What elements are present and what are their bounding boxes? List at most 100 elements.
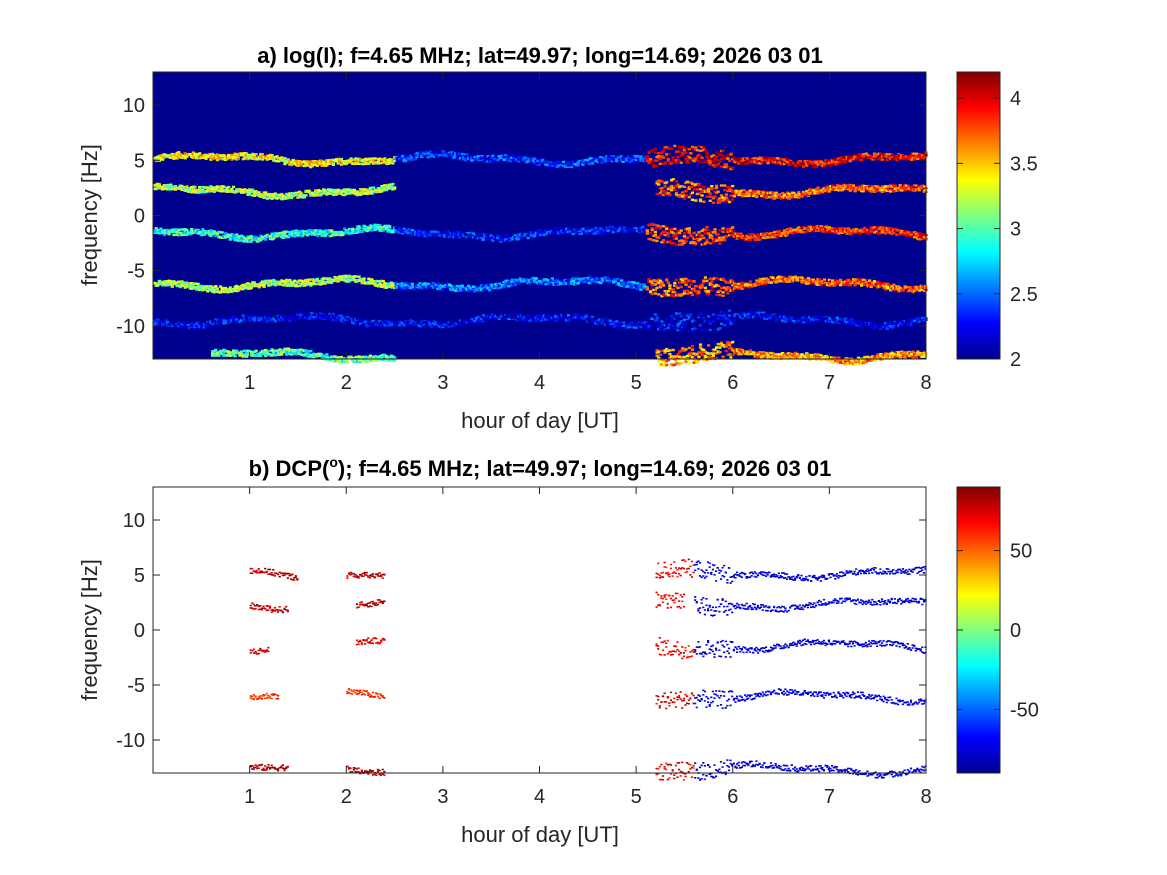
band-1-cell [908, 187, 912, 190]
band-1-cell [803, 193, 807, 196]
band-3-cell [756, 283, 761, 286]
band-1-cell [668, 186, 672, 190]
band-1-cell [228, 190, 232, 193]
band-3-cell [531, 279, 535, 283]
band-2-cell [518, 236, 522, 239]
band-3-cell [721, 291, 725, 294]
band-3-cell [671, 290, 675, 294]
band-2-cell [690, 235, 695, 239]
band-2-cell [463, 230, 467, 234]
band-0-cell [855, 156, 859, 159]
band-2-cell [613, 230, 617, 233]
band-1-cell [312, 193, 316, 196]
band-2-cell [657, 236, 661, 239]
band-2-cell [175, 233, 179, 236]
band-3-cell [565, 279, 569, 283]
band-1-cell [789, 194, 793, 197]
band-1-cell [243, 190, 247, 194]
band-0-cell [549, 161, 553, 164]
band-0-cell [692, 159, 696, 163]
band-2-cell [236, 239, 240, 242]
band-2-cell [584, 231, 588, 234]
band-1-cell [884, 185, 888, 188]
band-3-cell [599, 281, 603, 284]
band-2-cell [810, 225, 814, 229]
band-0-cell [426, 152, 430, 155]
band-3-cell [665, 278, 669, 281]
band-0-cell [177, 151, 181, 154]
band-1-cell [737, 192, 741, 195]
band-1-cell [674, 180, 678, 183]
band-0-cell [491, 156, 495, 159]
band-3-cell [718, 293, 722, 297]
band-0-cell [750, 158, 754, 162]
band-1-cell [729, 188, 733, 192]
band-3-cell [673, 281, 677, 285]
band-1-cell [331, 190, 335, 194]
band-3-cell [649, 290, 653, 294]
band-0-cell [843, 160, 848, 164]
band-3-cell [653, 288, 657, 292]
band-3-cell [228, 290, 232, 293]
band-0-cell [748, 161, 753, 164]
band-0-cell [723, 165, 727, 169]
band-3-cell [639, 283, 643, 286]
band-2-cell [789, 231, 793, 234]
band-0-cell [745, 157, 749, 160]
band-0-cell [470, 159, 474, 162]
band-1-cell [190, 191, 194, 194]
band-2-cell [407, 228, 411, 231]
band-2-cell [703, 232, 707, 235]
band-3-cell [249, 286, 253, 289]
band-1-cell [848, 183, 852, 187]
band-2-cell [740, 234, 744, 237]
band-0-cell [434, 155, 438, 158]
band-0-cell [607, 158, 611, 161]
band-2-cell [177, 228, 181, 232]
band-3-cell [558, 282, 562, 285]
band-1-cell [845, 184, 849, 187]
band-3-cell [562, 282, 566, 286]
band-3-cell [528, 282, 532, 285]
band-2-cell [700, 229, 704, 233]
band-2-cell [756, 233, 761, 236]
band-3-cell [289, 284, 294, 287]
panel-a: a) log(I); f=4.65 MHz; lat=49.97; long=1… [77, 43, 1038, 433]
band-0-cell [182, 154, 186, 157]
band-1-cell [716, 201, 720, 204]
band-2-cell [713, 228, 717, 231]
band-1-cell [723, 184, 727, 187]
band-0-cell [639, 157, 643, 160]
band-0-cell [805, 164, 809, 167]
band-2-cell [793, 228, 798, 232]
band-1-cell [860, 186, 864, 190]
band-3-cell [555, 277, 559, 281]
band-0-cell [315, 164, 319, 167]
band-2-cell [170, 228, 174, 231]
band-1-cell [837, 187, 841, 190]
band-1-cell [222, 189, 226, 193]
band-0-cell [658, 157, 662, 161]
band-0-cell [257, 157, 261, 161]
band-3-cell [206, 285, 210, 288]
band-0-cell [260, 158, 265, 161]
band-2-cell [314, 231, 318, 234]
band-3-cell [268, 283, 273, 287]
band-1-cell [864, 188, 868, 191]
band-2-cell [288, 230, 292, 234]
band-0-cell [669, 147, 674, 151]
band-1-cell [905, 186, 909, 190]
band-0-cell [545, 163, 550, 166]
band-2-cell [697, 231, 701, 234]
band-2-cell [661, 225, 666, 228]
band-1-cell [702, 200, 706, 203]
band-2-cell [190, 232, 194, 235]
band-0-cell [621, 158, 625, 161]
band-2-cell [591, 231, 595, 234]
band-1-cell [731, 190, 735, 194]
band-3-cell [283, 283, 287, 287]
band-0-cell [296, 164, 300, 167]
band-0-cell [562, 160, 566, 164]
band-1-cell [686, 187, 690, 190]
band-2-cell [782, 231, 786, 234]
